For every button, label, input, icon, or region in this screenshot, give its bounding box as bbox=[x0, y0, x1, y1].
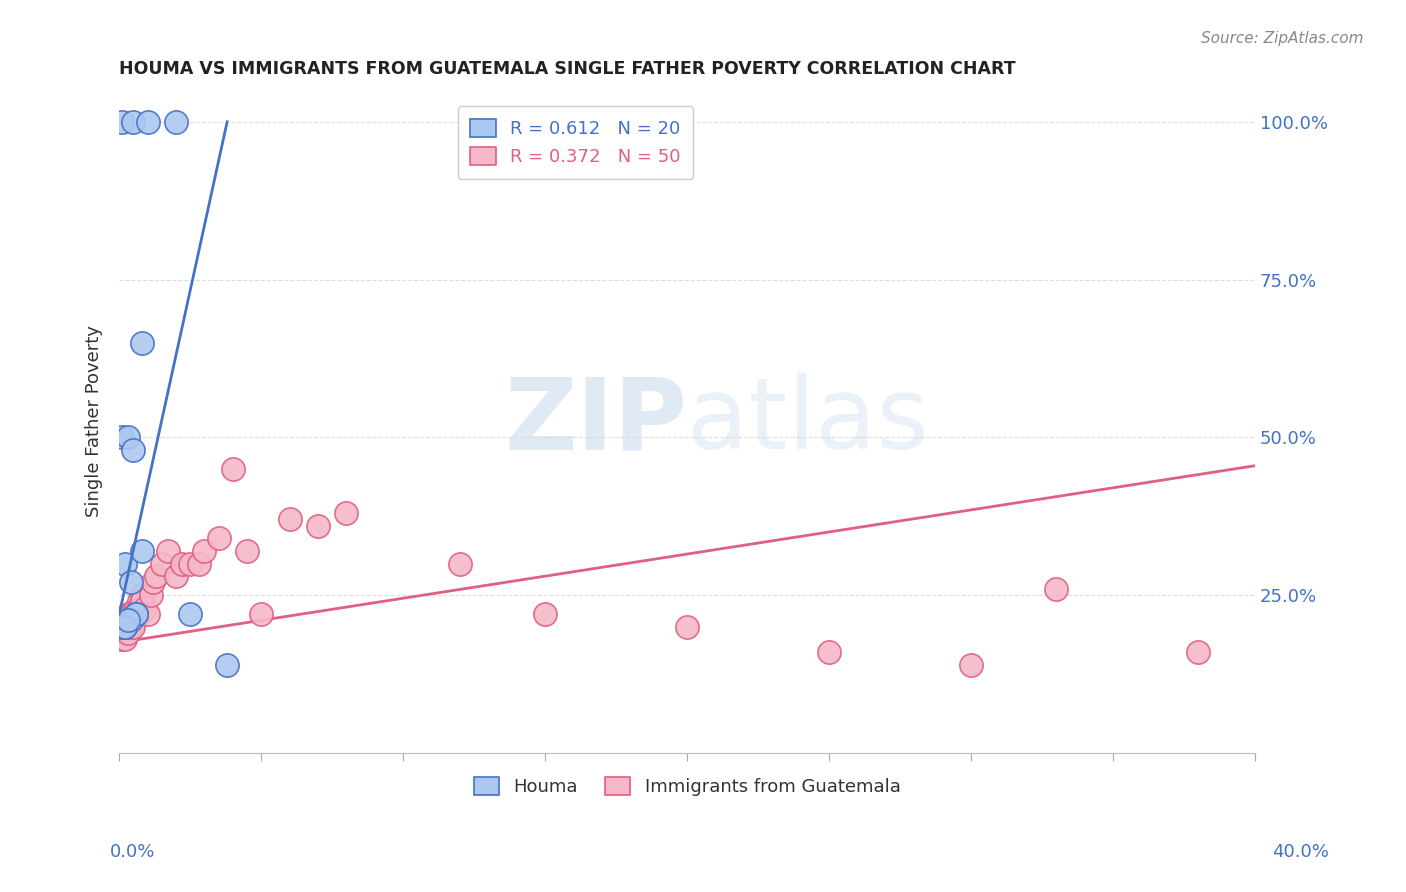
Point bbox=[117, 613, 139, 627]
Text: atlas: atlas bbox=[688, 373, 929, 470]
Point bbox=[335, 506, 357, 520]
Text: HOUMA VS IMMIGRANTS FROM GUATEMALA SINGLE FATHER POVERTY CORRELATION CHART: HOUMA VS IMMIGRANTS FROM GUATEMALA SINGL… bbox=[120, 60, 1017, 78]
Point bbox=[208, 531, 231, 545]
Point bbox=[120, 620, 142, 634]
Point bbox=[114, 620, 136, 634]
Point bbox=[150, 557, 173, 571]
Point bbox=[114, 620, 136, 634]
Point bbox=[114, 626, 136, 640]
Point bbox=[236, 544, 259, 558]
Point bbox=[131, 594, 153, 608]
Point bbox=[818, 645, 841, 659]
Point bbox=[114, 632, 136, 647]
Point bbox=[165, 569, 187, 583]
Point bbox=[534, 607, 557, 621]
Point bbox=[111, 620, 134, 634]
Point bbox=[676, 620, 699, 634]
Point bbox=[128, 600, 150, 615]
Point bbox=[131, 335, 153, 350]
Point bbox=[179, 607, 201, 621]
Point bbox=[125, 607, 148, 621]
Point bbox=[307, 518, 329, 533]
Point bbox=[122, 613, 145, 627]
Point bbox=[117, 626, 139, 640]
Point bbox=[122, 442, 145, 457]
Point bbox=[1187, 645, 1209, 659]
Text: ZIP: ZIP bbox=[505, 373, 688, 470]
Point bbox=[111, 626, 134, 640]
Point bbox=[278, 512, 301, 526]
Point bbox=[125, 600, 148, 615]
Y-axis label: Single Father Poverty: Single Father Poverty bbox=[86, 326, 103, 517]
Point bbox=[120, 613, 142, 627]
Point bbox=[136, 115, 159, 129]
Point bbox=[145, 569, 167, 583]
Point bbox=[217, 657, 239, 672]
Point bbox=[122, 620, 145, 634]
Point bbox=[131, 544, 153, 558]
Point bbox=[139, 588, 162, 602]
Point bbox=[179, 557, 201, 571]
Point bbox=[1045, 582, 1067, 596]
Point bbox=[111, 430, 134, 444]
Point bbox=[120, 607, 142, 621]
Point bbox=[125, 607, 148, 621]
Point bbox=[165, 115, 187, 129]
Point bbox=[122, 607, 145, 621]
Point bbox=[156, 544, 179, 558]
Point bbox=[125, 607, 148, 621]
Point bbox=[117, 607, 139, 621]
Point bbox=[111, 620, 134, 634]
Point bbox=[131, 588, 153, 602]
Point bbox=[187, 557, 209, 571]
Point bbox=[117, 430, 139, 444]
Point bbox=[111, 115, 134, 129]
Point bbox=[120, 613, 142, 627]
Point bbox=[128, 594, 150, 608]
Text: Source: ZipAtlas.com: Source: ZipAtlas.com bbox=[1201, 31, 1364, 46]
Legend: Houma, Immigrants from Guatemala: Houma, Immigrants from Guatemala bbox=[467, 770, 908, 804]
Point bbox=[114, 613, 136, 627]
Point bbox=[128, 607, 150, 621]
Point bbox=[114, 620, 136, 634]
Point bbox=[142, 575, 165, 590]
Point bbox=[449, 557, 471, 571]
Point bbox=[117, 620, 139, 634]
Point bbox=[114, 557, 136, 571]
Point bbox=[222, 462, 245, 476]
Point bbox=[120, 575, 142, 590]
Point bbox=[111, 632, 134, 647]
Point bbox=[193, 544, 215, 558]
Point bbox=[136, 607, 159, 621]
Point bbox=[250, 607, 273, 621]
Text: 0.0%: 0.0% bbox=[110, 843, 155, 861]
Point bbox=[134, 600, 156, 615]
Text: 40.0%: 40.0% bbox=[1272, 843, 1329, 861]
Point bbox=[960, 657, 983, 672]
Point bbox=[117, 613, 139, 627]
Point bbox=[122, 115, 145, 129]
Point bbox=[170, 557, 193, 571]
